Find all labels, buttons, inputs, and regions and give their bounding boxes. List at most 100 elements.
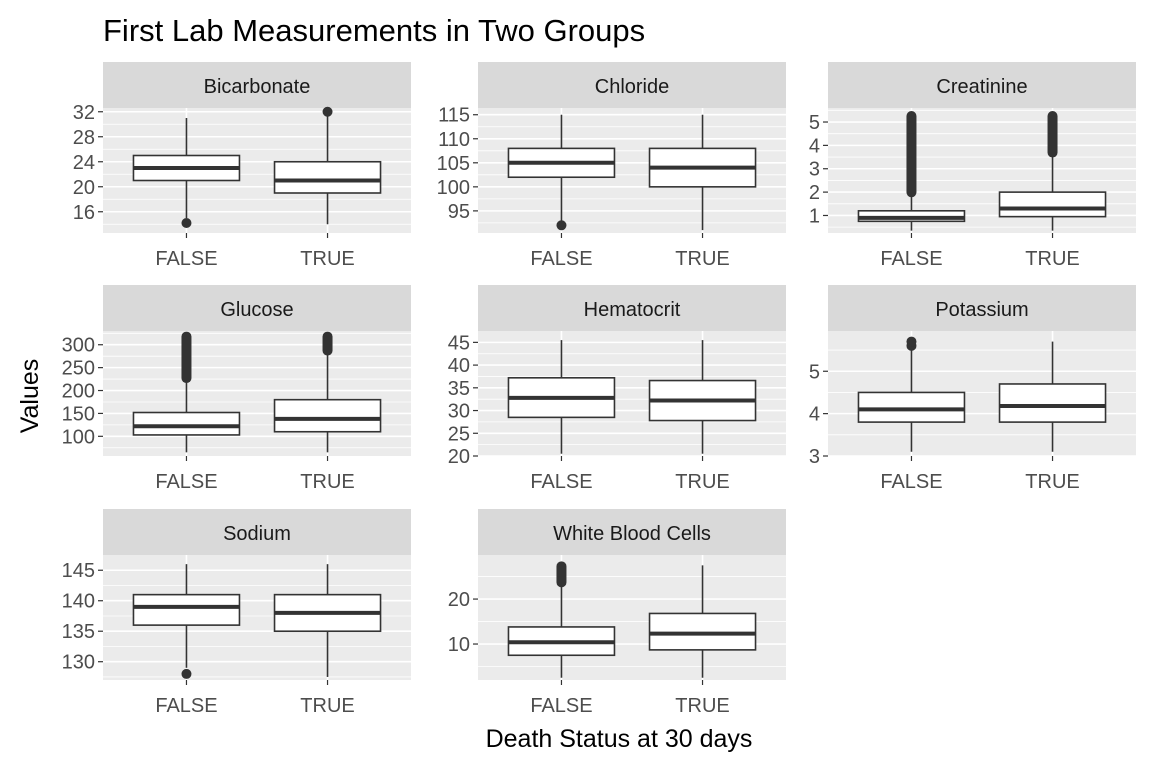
box-false — [132, 331, 241, 453]
box-false — [507, 340, 616, 454]
x-tick-label: FALSE — [155, 248, 217, 270]
x-tick-label: TRUE — [675, 248, 729, 270]
x-tick-label: FALSE — [880, 248, 942, 270]
y-tick-label: 100 — [437, 177, 470, 199]
y-tick-label: 105 — [437, 153, 470, 175]
x-tick-label: TRUE — [1025, 471, 1079, 493]
y-tick-label: 20 — [73, 177, 95, 199]
facet-panel: Bicarbonate 16 20 24 28 32 FALSE TRUE — [73, 62, 411, 270]
x-tick-label: FALSE — [530, 248, 592, 270]
box-true — [648, 114, 757, 231]
outlier-points — [181, 331, 192, 384]
iqr-box — [132, 411, 241, 436]
x-axis-title: Death Status at 30 days — [486, 725, 753, 753]
y-tick-label: 5 — [809, 361, 820, 383]
y-tick-label: 145 — [62, 560, 95, 582]
x-tick-label: FALSE — [530, 695, 592, 717]
y-tick-label: 28 — [73, 127, 95, 149]
y-tick-label: 110 — [438, 129, 470, 151]
facet-strip-label: Potassium — [935, 299, 1028, 321]
y-tick-label: 40 — [448, 355, 470, 377]
facet-strip-label: Bicarbonate — [204, 76, 311, 98]
outlier-point — [556, 220, 567, 231]
y-tick-label: 3 — [809, 446, 820, 468]
y-tick-label: 100 — [62, 426, 95, 448]
facet-strip-label: White Blood Cells — [553, 523, 711, 545]
outlier-points — [322, 331, 333, 356]
x-tick-label: TRUE — [675, 695, 729, 717]
iqr-box — [273, 160, 382, 194]
facet-strip — [103, 509, 411, 555]
y-tick-label: 250 — [62, 358, 95, 380]
y-tick-label: 24 — [73, 152, 95, 174]
outlier-points — [556, 561, 567, 588]
facet-strip — [478, 509, 786, 555]
facet-strip — [103, 285, 411, 331]
box-false — [132, 564, 241, 679]
outlier-point — [906, 336, 917, 347]
y-tick-label: 20 — [448, 446, 470, 468]
y-tick-label: 1 — [809, 205, 820, 227]
box-false — [507, 561, 616, 678]
x-tick-label: TRUE — [675, 471, 729, 493]
facet-panel: Potassium 3 4 5 FALSE TRUE — [809, 285, 1136, 493]
x-tick-label: TRUE — [300, 471, 354, 493]
box-true — [998, 341, 1107, 452]
y-tick-label: 3 — [809, 159, 820, 181]
outlier-point — [322, 106, 333, 117]
facet-strip — [828, 62, 1136, 108]
y-tick-label: 10 — [448, 634, 470, 656]
y-tick-label: 4 — [809, 135, 820, 157]
outlier-point — [181, 218, 192, 228]
box-true — [273, 564, 382, 677]
facet-strip — [103, 62, 411, 108]
iqr-box — [998, 383, 1107, 423]
x-tick-label: FALSE — [530, 471, 592, 493]
outlier-points — [1047, 111, 1058, 158]
x-tick-label: TRUE — [300, 695, 354, 717]
facet-panel: White Blood Cells 10 20 FALSE TRUE — [448, 509, 786, 717]
box-false — [507, 114, 616, 231]
y-tick-label: 2 — [809, 182, 820, 204]
outlier-points — [906, 111, 917, 198]
y-tick-label: 4 — [809, 404, 820, 426]
facet-strip-label: Creatinine — [936, 76, 1027, 98]
y-tick-label: 32 — [73, 102, 95, 124]
facet-strip-label: Glucose — [220, 299, 293, 321]
facet-strip — [828, 285, 1136, 331]
facet-strip — [478, 285, 786, 331]
box-true — [273, 331, 382, 453]
facet-strip-label: Hematocrit — [584, 299, 681, 321]
y-tick-label: 140 — [62, 591, 95, 613]
iqr-box — [857, 391, 966, 423]
x-tick-label: FALSE — [880, 471, 942, 493]
y-tick-label: 95 — [448, 201, 470, 223]
facet-strip-label: Chloride — [595, 76, 669, 98]
x-tick-label: FALSE — [155, 695, 217, 717]
y-tick-label: 30 — [448, 401, 470, 423]
panel-background — [103, 331, 411, 456]
iqr-box — [998, 191, 1107, 218]
chart-title: First Lab Measurements in Two Groups — [103, 13, 645, 48]
box-true — [273, 106, 382, 225]
y-tick-label: 35 — [448, 378, 470, 400]
x-tick-label: TRUE — [300, 248, 354, 270]
y-tick-label: 200 — [62, 381, 95, 403]
y-tick-label: 115 — [438, 105, 470, 127]
facet-strip — [478, 62, 786, 108]
facet-panel: Sodium 130 135 140 145 FALSE TRUE — [62, 509, 411, 717]
facet-strip-label: Sodium — [223, 523, 291, 545]
x-tick-label: FALSE — [155, 471, 217, 493]
outlier-point — [181, 668, 192, 679]
box-true — [648, 565, 757, 678]
y-tick-label: 130 — [62, 652, 95, 674]
box-false — [132, 118, 241, 228]
box-false — [857, 111, 966, 231]
y-tick-label: 135 — [62, 621, 95, 643]
box-true — [998, 111, 1107, 231]
